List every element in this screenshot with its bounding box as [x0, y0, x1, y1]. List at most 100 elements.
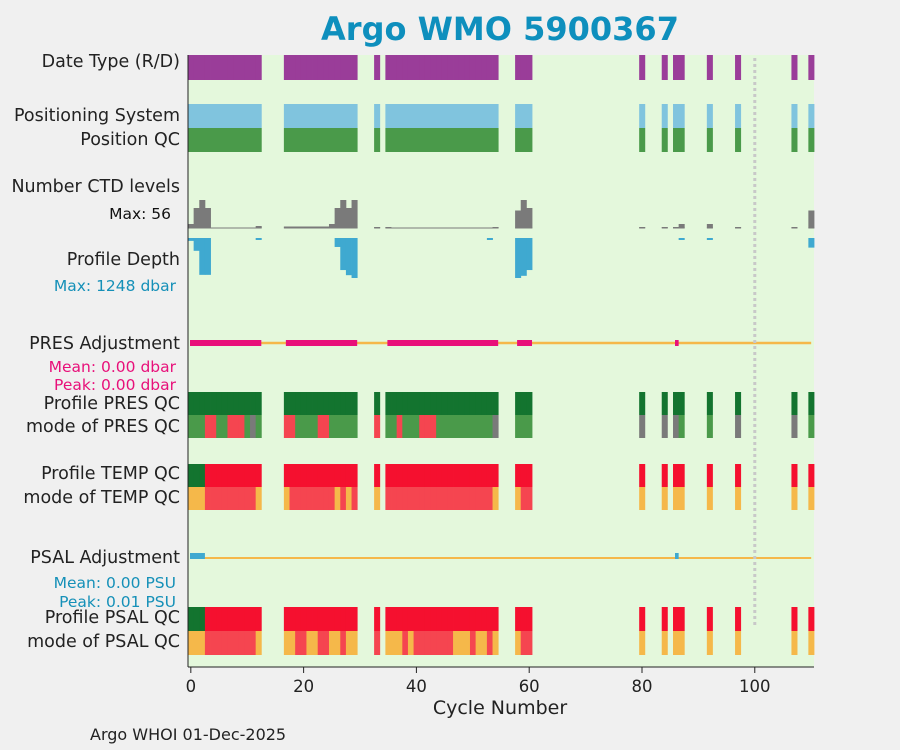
- mode-psal-qc-cell-53: [486, 631, 493, 655]
- profile-pres-qc-cell-58: [515, 392, 522, 415]
- mode-temp-qc-cell-51: [475, 487, 482, 510]
- positioning-system-cell-0: [188, 104, 195, 128]
- date-type-cell-22: [312, 55, 319, 80]
- position-qc-cell-48: [458, 128, 465, 152]
- date-type-cell-53: [486, 55, 493, 80]
- position-qc-cell-10: [244, 128, 251, 152]
- mode-pres-qc-cell-19: [295, 415, 302, 438]
- position-qc-cell-53: [486, 128, 493, 152]
- profile-temp-qc-cell-27: [340, 464, 347, 487]
- label-pres-mean: Mean: 0.00 dbar: [48, 358, 176, 376]
- mode-psal-qc-cell-8: [233, 631, 240, 655]
- ctd-baseline-6: [221, 227, 228, 229]
- positioning-system-cell-6: [221, 104, 228, 128]
- mode-temp-qc-cell-52: [481, 487, 488, 510]
- ctd-bar-12: [255, 226, 262, 228]
- mode-temp-qc-cell-11: [250, 487, 257, 510]
- ctd-baseline-10: [244, 227, 251, 229]
- mode-pres-qc-cell-26: [334, 415, 341, 438]
- profile-temp-qc-cell-59: [520, 464, 527, 487]
- depth-bar-60: [526, 238, 533, 271]
- mode-pres-qc-cell-6: [221, 415, 228, 438]
- mode-pres-qc-cell-39: [407, 415, 414, 438]
- date-type-cell-24: [323, 55, 330, 80]
- positioning-system-cell-29: [351, 104, 358, 128]
- label-date-type: Date Type (R/D): [41, 52, 180, 72]
- profile-pres-qc-cell-6: [221, 392, 228, 415]
- mode-psal-qc-cell-2: [199, 631, 206, 655]
- profile-psal-qc-cell-54: [492, 607, 499, 631]
- date-type-cell-107: [791, 55, 798, 80]
- position-qc-cell-84: [661, 128, 668, 152]
- mode-psal-qc-cell-27: [340, 631, 347, 655]
- profile-pres-qc-cell-52: [481, 392, 488, 415]
- mode-temp-qc-cell-45: [441, 487, 448, 510]
- mode-temp-qc-cell-2: [199, 487, 206, 510]
- mode-temp-qc-cell-7: [227, 487, 234, 510]
- ctd-baseline-9: [238, 227, 245, 229]
- date-type-cell-26: [334, 55, 341, 80]
- profile-temp-qc-cell-33: [374, 464, 381, 487]
- date-type-cell-11: [250, 55, 257, 80]
- ctd-bar-27: [340, 200, 347, 228]
- profile-psal-qc-cell-107: [791, 607, 798, 631]
- profile-temp-qc-cell-37: [396, 464, 403, 487]
- ctd-baseline-52: [481, 227, 488, 229]
- positioning-system-cell-86: [673, 104, 680, 128]
- profile-psal-qc-cell-40: [413, 607, 420, 631]
- mode-temp-qc-cell-37: [396, 487, 403, 510]
- pres-adjustment-highlight-2: [387, 340, 499, 346]
- date-type-cell-38: [402, 55, 409, 80]
- mode-pres-qc-cell-97: [735, 415, 742, 438]
- psal-adjustment-highlight-0: [190, 553, 205, 559]
- mode-pres-qc-cell-2: [199, 415, 206, 438]
- profile-psal-qc-cell-110: [808, 607, 815, 631]
- mode-pres-qc-cell-84: [661, 415, 668, 438]
- profile-pres-qc-cell-22: [312, 392, 319, 415]
- profile-pres-qc-cell-38: [402, 392, 409, 415]
- profile-temp-qc-cell-19: [295, 464, 302, 487]
- mode-psal-qc-cell-29: [351, 631, 358, 655]
- x-tick-label-40: 40: [406, 677, 427, 696]
- x-tick-label-100: 100: [739, 677, 771, 696]
- depth-bar-2: [199, 238, 206, 275]
- position-qc-cell-28: [345, 128, 352, 152]
- ctd-bar-33: [374, 227, 381, 228]
- label-profile-psal-qc: Profile PSAL QC: [44, 608, 180, 628]
- profile-pres-qc-cell-26: [334, 392, 341, 415]
- positioning-system-cell-17: [283, 104, 290, 128]
- profile-psal-qc-cell-35: [385, 607, 392, 631]
- position-qc-cell-29: [351, 128, 358, 152]
- mode-temp-qc-cell-21: [306, 487, 313, 510]
- profile-pres-qc-cell-23: [317, 392, 324, 415]
- profile-temp-qc-cell-49: [464, 464, 471, 487]
- profile-temp-qc-cell-17: [283, 464, 290, 487]
- mode-pres-qc-cell-18: [289, 415, 296, 438]
- mode-pres-qc-cell-33: [374, 415, 381, 438]
- mode-temp-qc-cell-54: [492, 487, 499, 510]
- positioning-system-cell-28: [345, 104, 352, 128]
- profile-pres-qc-cell-1: [193, 392, 200, 415]
- position-qc-cell-20: [300, 128, 307, 152]
- mode-pres-qc-cell-50: [469, 415, 477, 438]
- ctd-baseline-51: [475, 227, 482, 229]
- profile-temp-qc-cell-47: [453, 464, 460, 487]
- mode-pres-qc-cell-48: [458, 415, 465, 438]
- mode-psal-qc-cell-17: [283, 631, 290, 655]
- date-type-cell-47: [453, 55, 460, 80]
- date-type-cell-80: [639, 55, 646, 80]
- profile-psal-qc-cell-18: [289, 607, 296, 631]
- profile-psal-qc-cell-28: [345, 607, 352, 631]
- ctd-bar-1: [193, 208, 200, 228]
- profile-temp-qc-cell-22: [312, 464, 319, 487]
- profile-temp-qc-cell-6: [221, 464, 228, 487]
- mode-temp-qc-cell-29: [351, 487, 358, 510]
- mode-pres-qc-cell-5: [216, 415, 223, 438]
- date-type-cell-97: [735, 55, 742, 80]
- profile-pres-qc-cell-37: [396, 392, 403, 415]
- position-qc-cell-40: [413, 128, 420, 152]
- ctd-baseline-11: [250, 227, 257, 229]
- mode-pres-qc-cell-20: [300, 415, 307, 438]
- profile-temp-qc-cell-0: [188, 464, 195, 487]
- ctd-bar-29: [351, 200, 358, 228]
